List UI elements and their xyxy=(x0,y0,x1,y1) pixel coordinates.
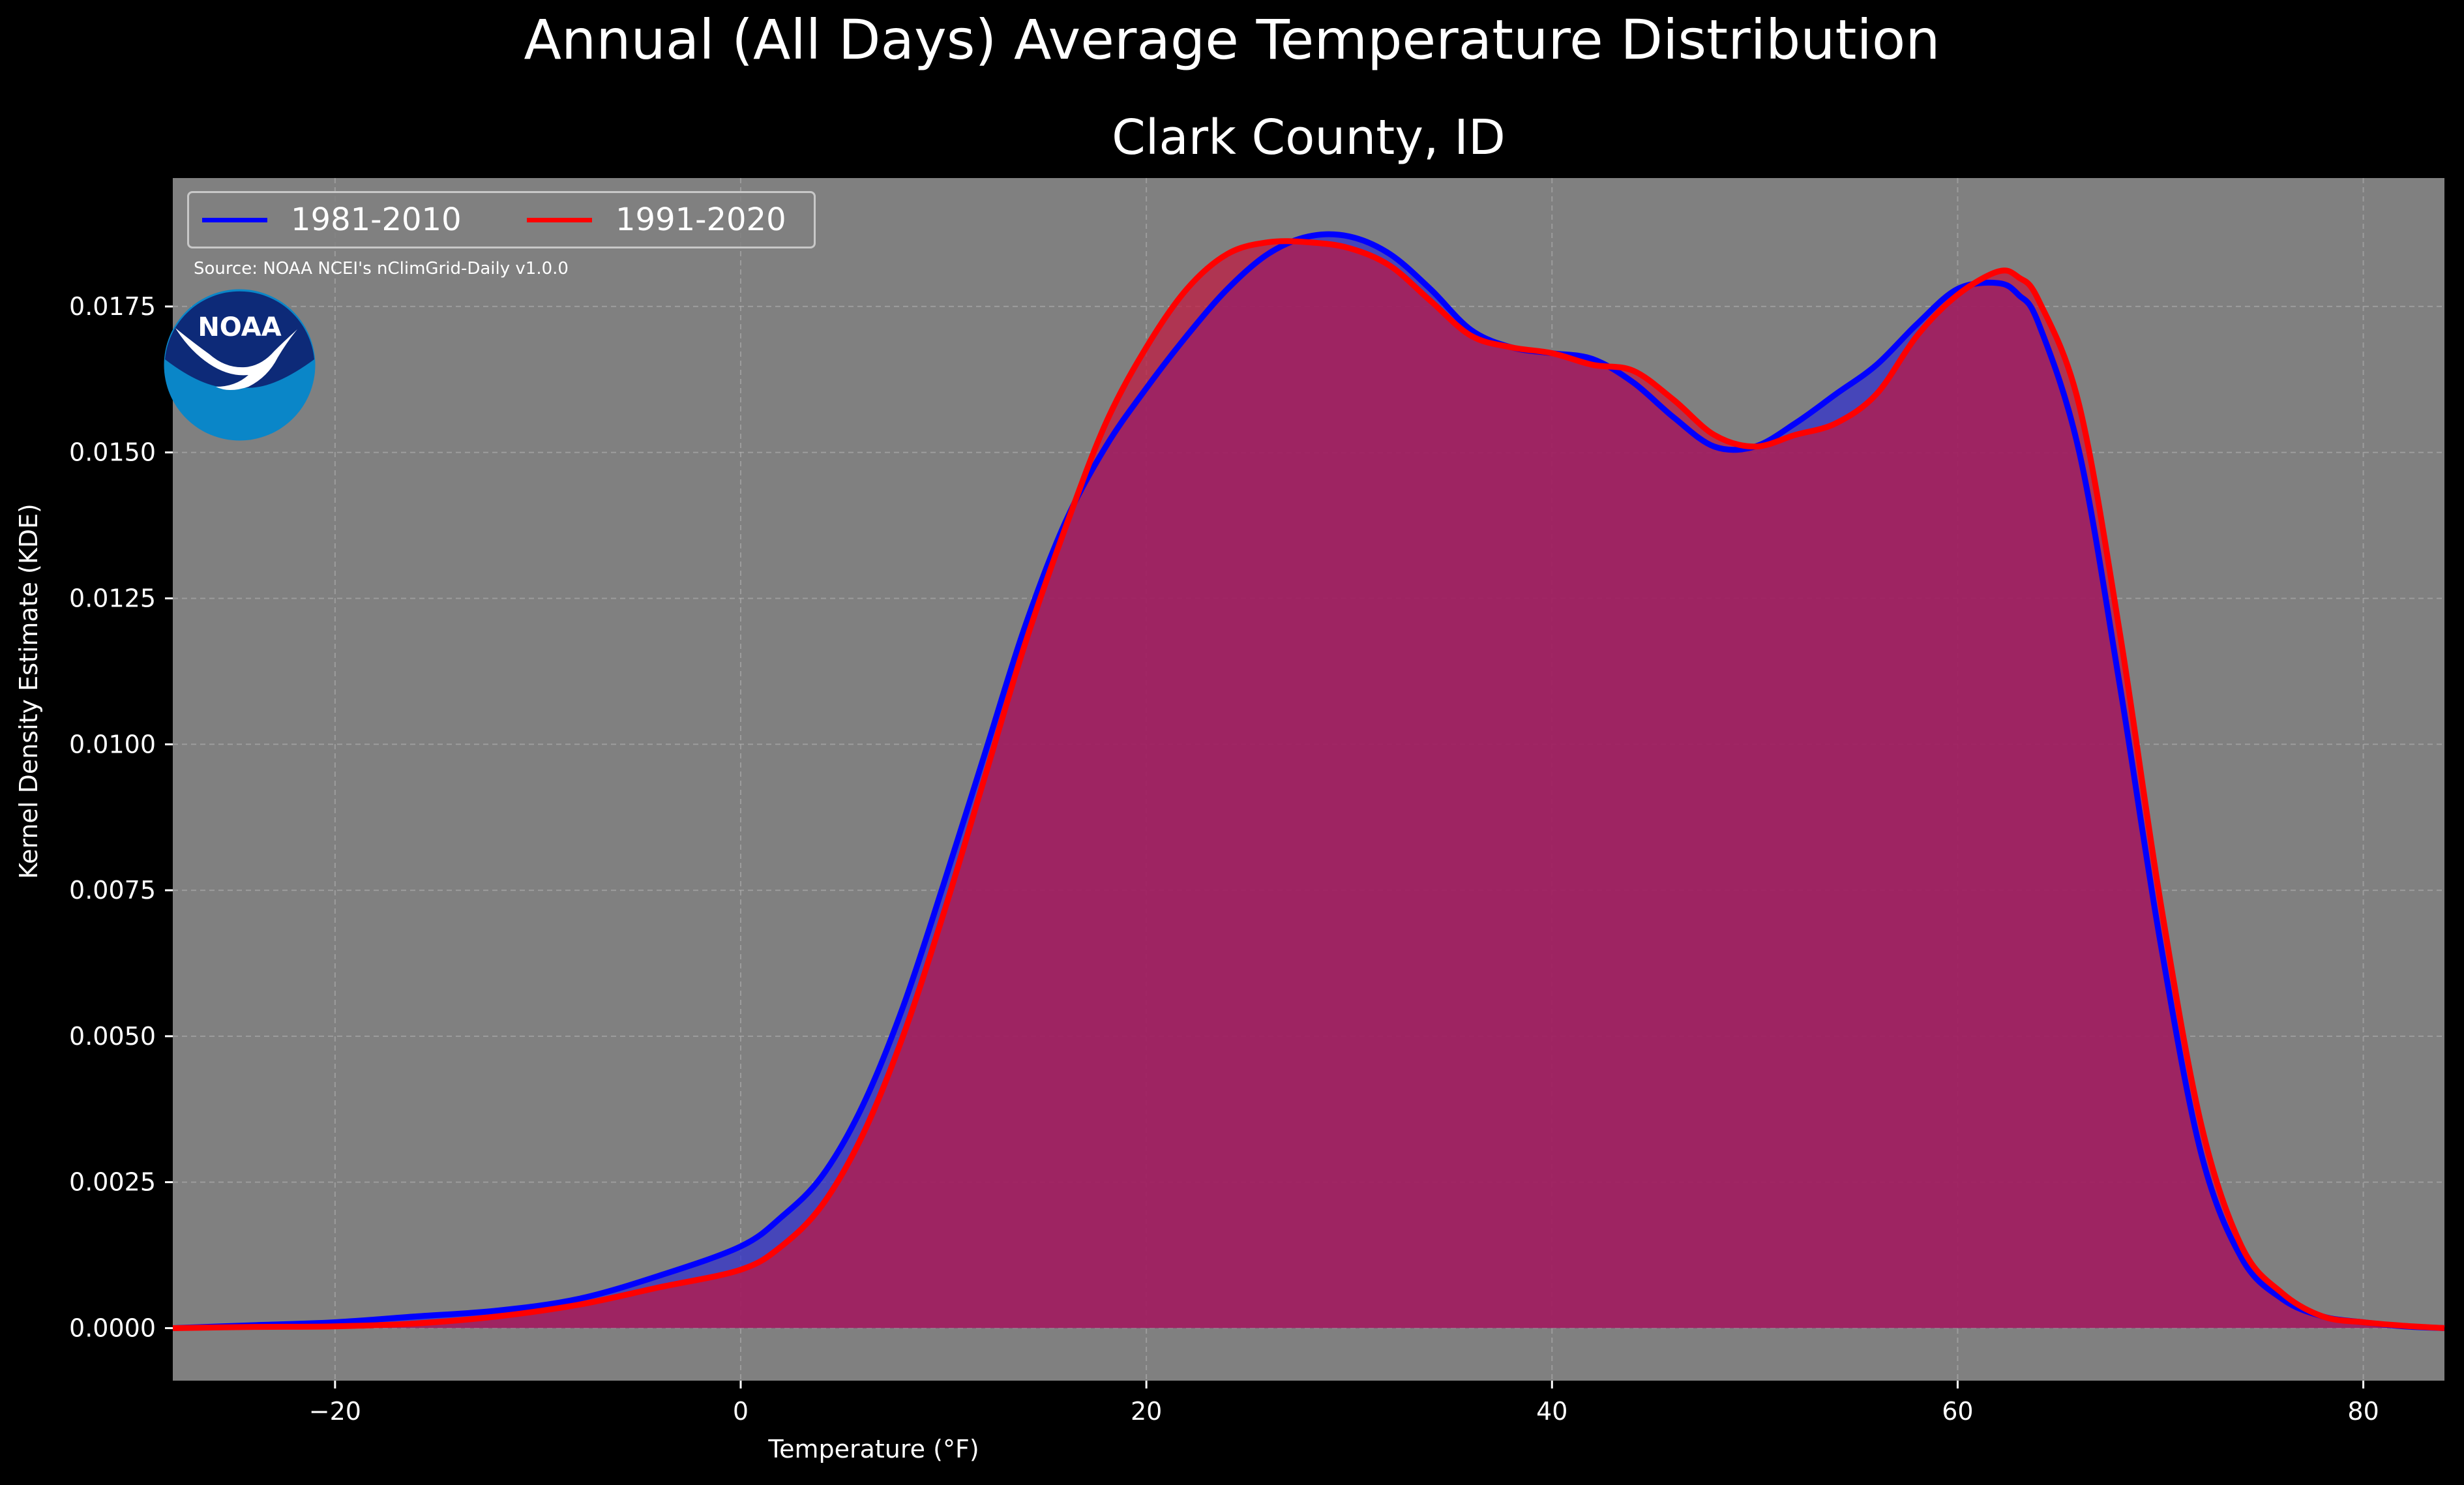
y-axis-label: Kernel Density Estimate (KDE) xyxy=(14,503,43,879)
x-tick-label: 60 xyxy=(1942,1397,1973,1426)
legend-swatch-1991-2020 xyxy=(527,217,592,222)
figure-title: Annual (All Days) Average Temperature Di… xyxy=(524,8,1940,72)
axes xyxy=(165,305,2365,1388)
kde-lines xyxy=(172,231,2445,1331)
source-note: Source: NOAA NCEI's nClimGrid-Daily v1.0… xyxy=(194,259,569,278)
legend: 1981-2010 1991-2020 xyxy=(187,191,816,248)
x-tick-label: 0 xyxy=(733,1397,749,1426)
legend-label-1981-2010: 1981-2010 xyxy=(291,202,462,238)
y-tick-label: 0.0125 xyxy=(69,584,156,613)
line-1981-2010 xyxy=(172,231,2445,1331)
line-1991-2020 xyxy=(172,238,2445,1331)
y-tick-label: 0.0175 xyxy=(69,292,156,321)
kde-areas xyxy=(173,234,2444,1328)
y-tick-label: 0.0150 xyxy=(69,438,156,467)
legend-item-1981-2010: 1981-2010 xyxy=(202,193,462,247)
legend-swatch-1981-2010 xyxy=(202,217,267,222)
y-tick-label: 0.0075 xyxy=(69,876,156,905)
noaa-logo-text: NOAA xyxy=(198,312,281,342)
y-tick-label: 0.0100 xyxy=(69,730,156,758)
legend-item-1991-2020: 1991-2020 xyxy=(527,193,786,247)
x-axis-label: Temperature (°F) xyxy=(768,1435,979,1463)
legend-label-1991-2020: 1991-2020 xyxy=(616,202,786,238)
y-tick-label: 0.0050 xyxy=(69,1022,156,1051)
area-1991-2020 xyxy=(173,241,2444,1328)
chart-title: Clark County, ID xyxy=(1112,110,1506,166)
y-tick-label: 0.0025 xyxy=(69,1168,156,1197)
noaa-logo: NOAA xyxy=(164,289,316,441)
x-tick-label: 80 xyxy=(2347,1397,2379,1426)
y-tick-label: 0.0000 xyxy=(69,1313,156,1342)
x-tick-label: 20 xyxy=(1131,1397,1162,1426)
x-tick-label: 40 xyxy=(1536,1397,1567,1426)
x-tick-label: −20 xyxy=(309,1397,361,1426)
tick-labels: −20 0 20 40 60 80 0.0000 0.0025 0.0050 0.0075 0.01… xyxy=(69,292,2379,1426)
